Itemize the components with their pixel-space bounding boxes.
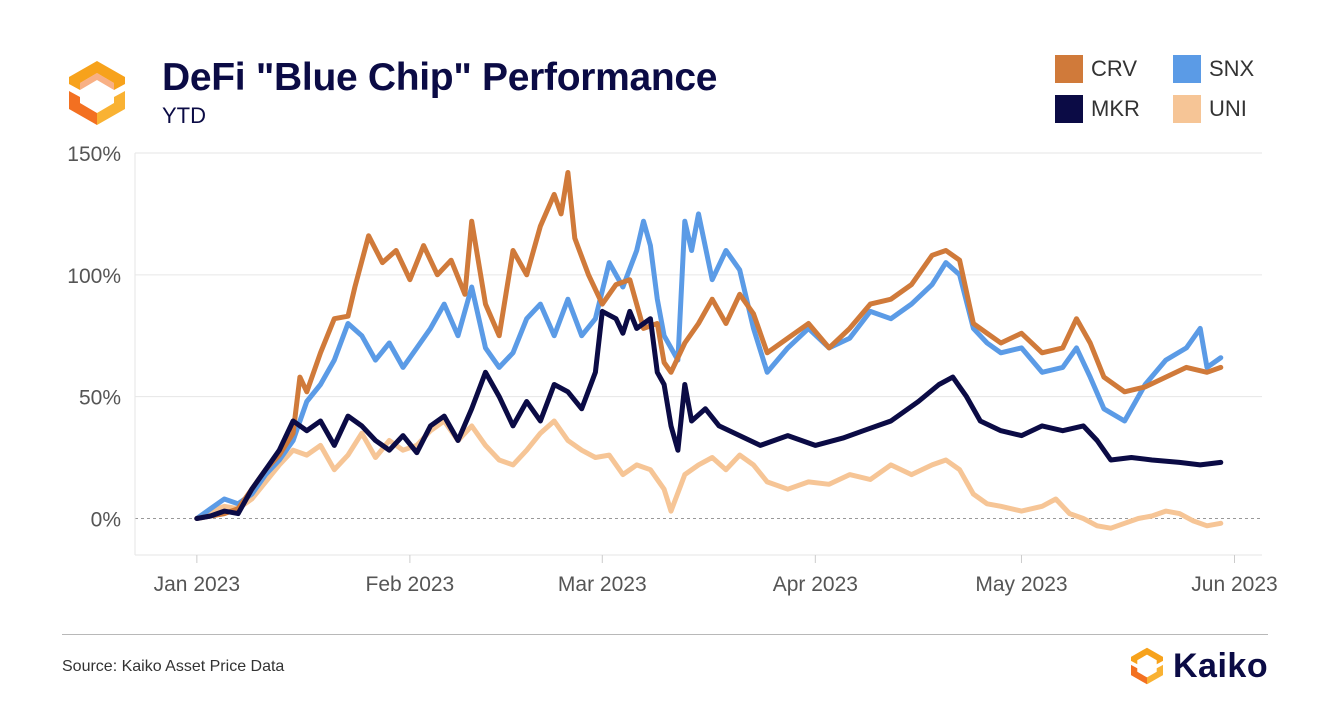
legend-item-uni: UNI (1173, 94, 1247, 124)
legend-swatch-snx (1173, 55, 1201, 83)
kaiko-brand-icon (1131, 647, 1163, 685)
line-chart: 0% 50% 100% 150% Jan 2023 Feb 2023 Mar 2023 Apr… (67, 143, 1277, 596)
legend-item-snx: SNX (1173, 54, 1254, 84)
axis-layer: 0% 50% 100% 150% Jan 2023 Feb 2023 Mar 2023 Apr… (67, 143, 1277, 596)
series-line-snx (194, 211, 1224, 521)
legend-swatch-mkr (1055, 95, 1083, 123)
series-layer (194, 170, 1224, 531)
footer-divider (62, 634, 1268, 635)
x-tick-label: Apr 2023 (773, 573, 858, 596)
source-note: Source: Kaiko Asset Price Data (62, 658, 285, 675)
legend: CRV SNX MKR UNI (1055, 54, 1270, 134)
legend-label-crv: CRV (1091, 56, 1138, 81)
x-tick-label: Jan 2023 (154, 573, 240, 596)
x-tick-label: Feb 2023 (366, 573, 455, 596)
legend-label-mkr: MKR (1091, 96, 1140, 121)
legend-swatch-uni (1173, 95, 1201, 123)
y-tick-label: 100% (67, 265, 121, 288)
y-tick-label: 150% (67, 143, 121, 166)
legend-item-mkr: MKR (1055, 94, 1140, 124)
legend-item-crv: CRV (1055, 54, 1137, 84)
x-tick-label: Jun 2023 (1191, 573, 1277, 596)
y-tick-label: 50% (79, 387, 121, 410)
y-tick-label: 0% (91, 508, 121, 531)
grid-layer (135, 152, 1262, 519)
series-line-mkr (194, 308, 1224, 521)
x-tick-label: Mar 2023 (558, 573, 647, 596)
chart-title: DeFi "Blue Chip" Performance (162, 56, 718, 99)
brand-name: Kaiko (1173, 646, 1269, 685)
legend-label-snx: SNX (1209, 56, 1255, 81)
legend-label-uni: UNI (1209, 96, 1247, 121)
chart-subtitle: YTD (162, 103, 206, 128)
series-line-crv (194, 170, 1224, 521)
brand-logo: Kaiko (1127, 645, 1268, 687)
kaiko-logo-icon (62, 58, 132, 128)
legend-swatch-crv (1055, 55, 1083, 83)
x-tick-label: May 2023 (975, 573, 1067, 596)
series-line-uni (194, 418, 1224, 531)
